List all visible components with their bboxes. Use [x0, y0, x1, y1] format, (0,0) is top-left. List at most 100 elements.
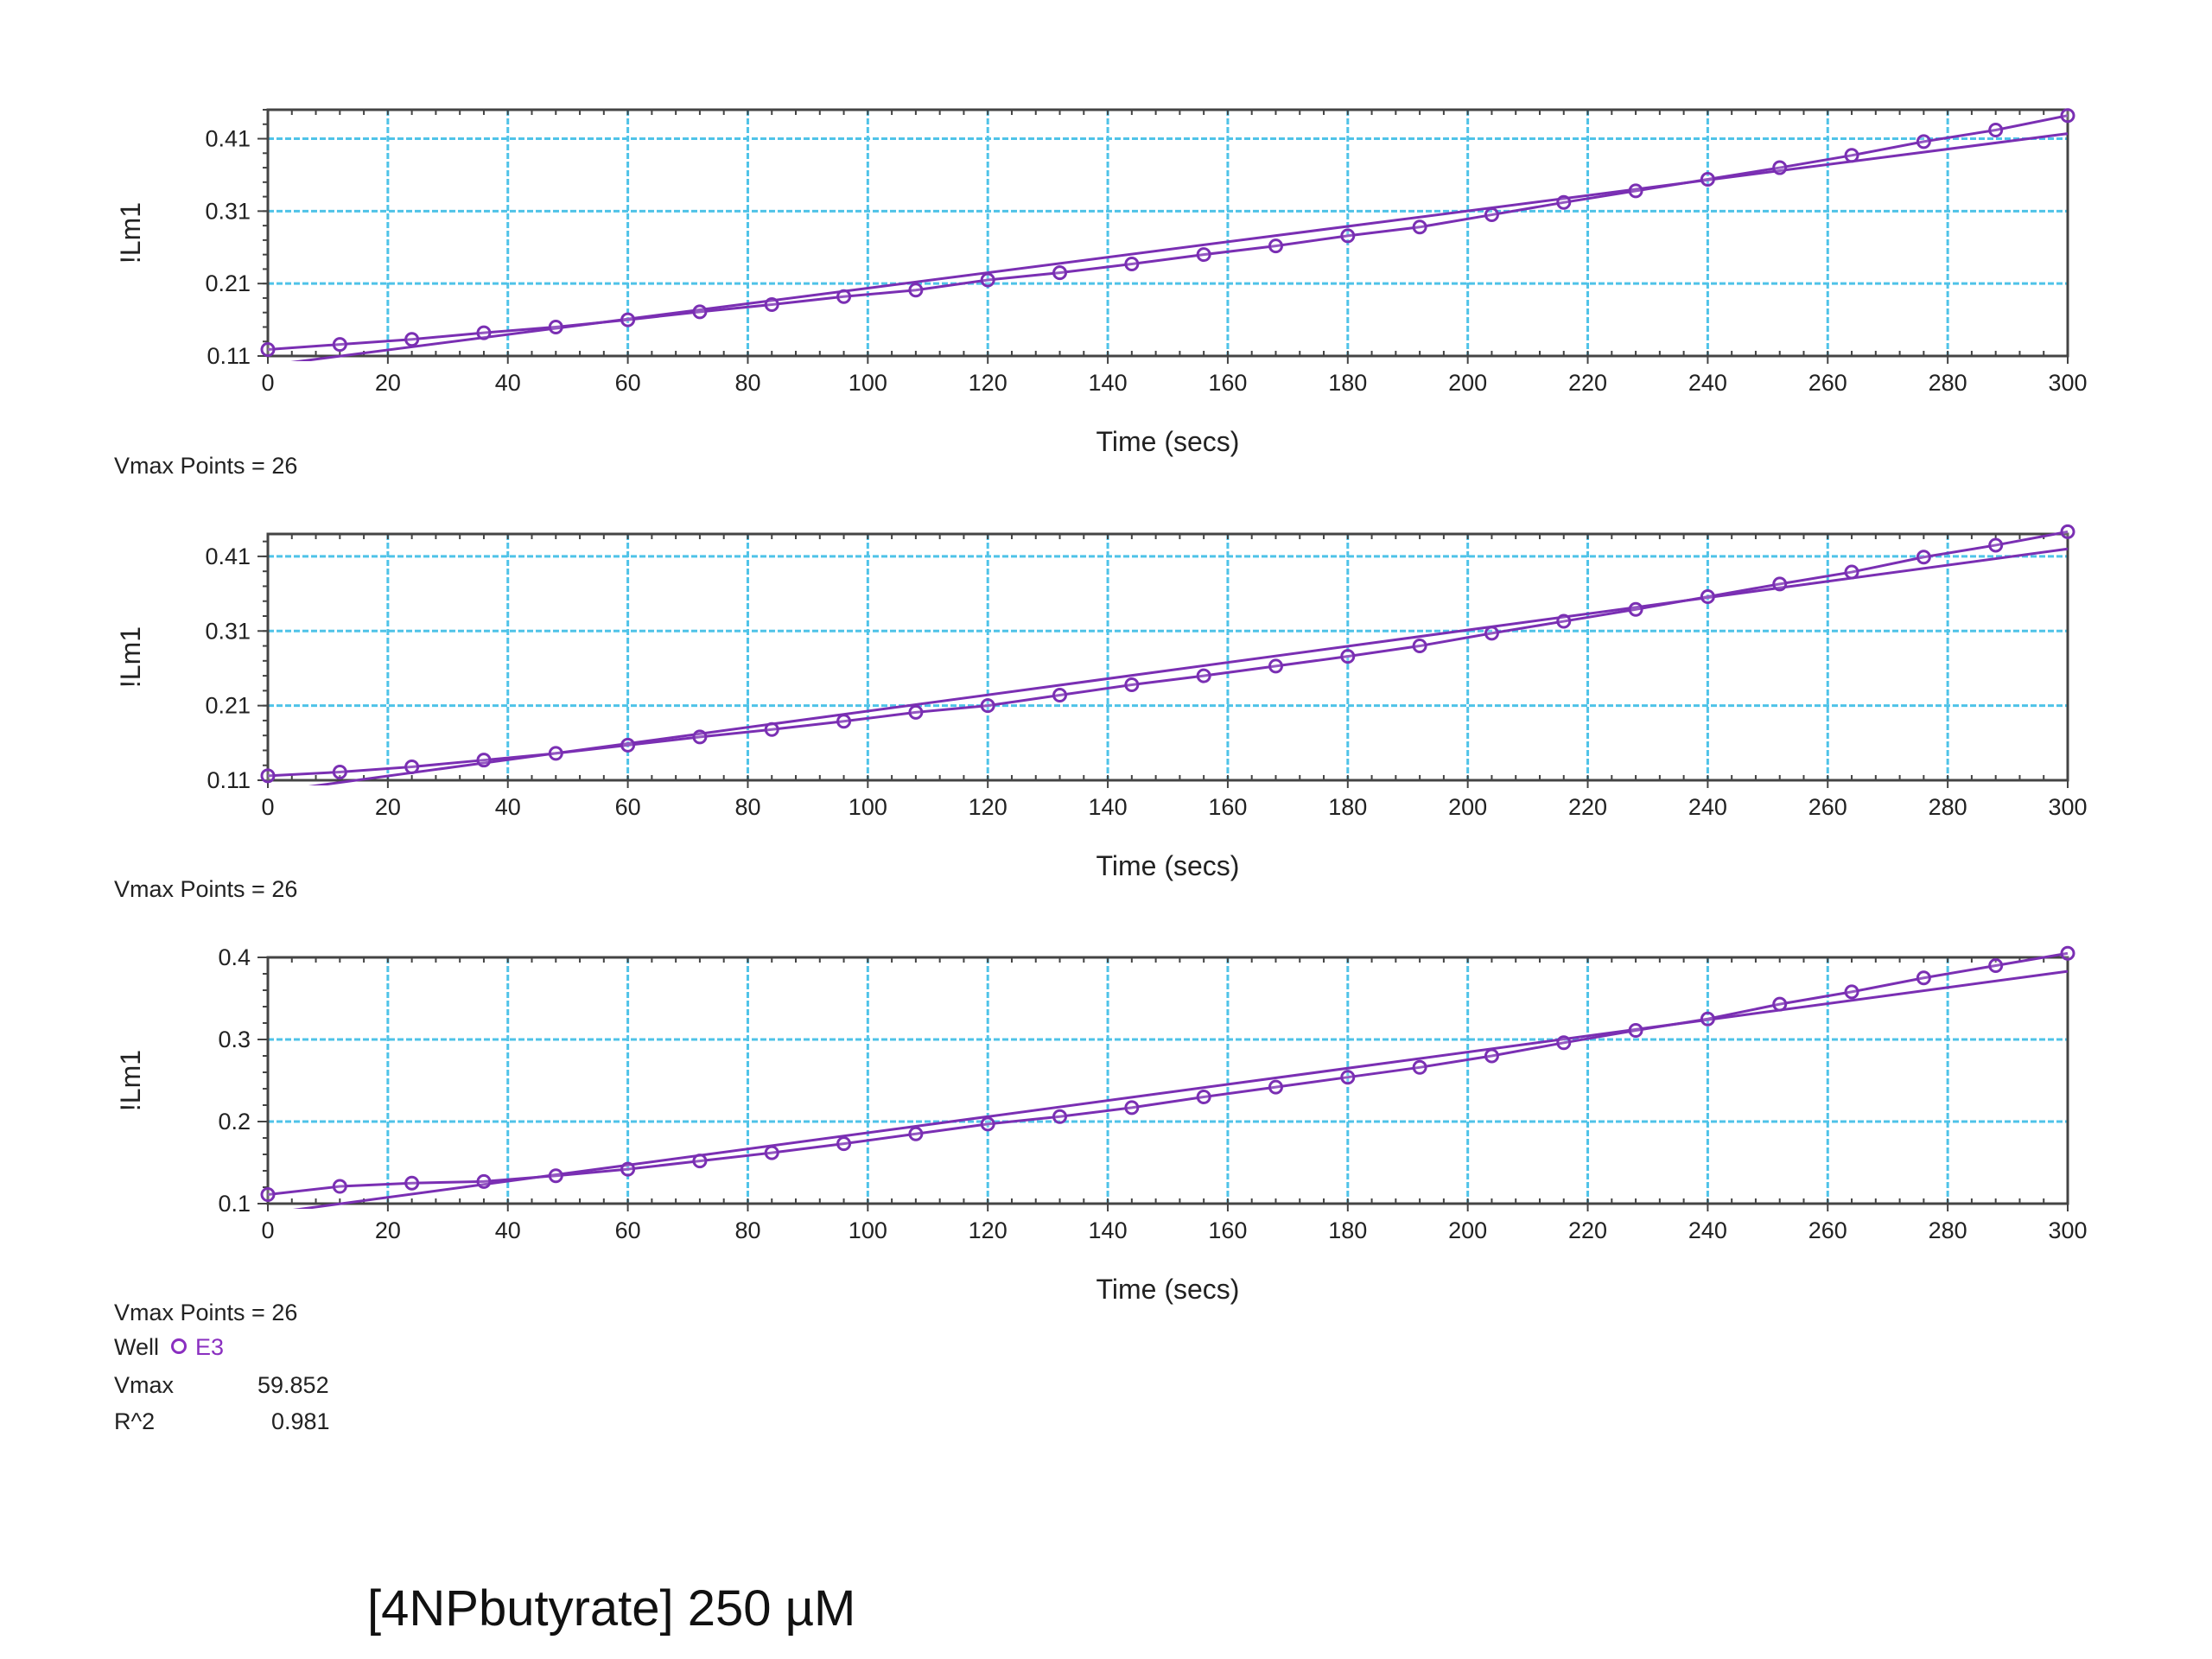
data-point [1628, 1023, 1643, 1039]
x-tick-label: 0 [261, 1217, 274, 1243]
y-tick-label: 0.41 [205, 543, 251, 569]
data-point [1916, 970, 1931, 986]
plot-frame [266, 956, 2069, 1205]
data-point [908, 283, 924, 298]
x-tick-label: 60 [615, 1217, 641, 1243]
x-tick-label: 220 [1568, 370, 1607, 396]
x-tick-label: 40 [495, 794, 521, 820]
r2-label: R^2 [114, 1408, 156, 1434]
data-point [1124, 1100, 1140, 1116]
data-point [1412, 639, 1427, 654]
well-legend: Well E3 [114, 1334, 224, 1361]
data-point [836, 1136, 852, 1152]
x-tick-label: 180 [1328, 1217, 1367, 1243]
data-point [1340, 649, 1356, 664]
x-axis-title: Time (secs) [1096, 426, 1240, 457]
x-tick-label: 300 [2048, 794, 2087, 820]
data-point [836, 289, 852, 304]
x-tick-label: 180 [1328, 794, 1367, 820]
y-tick-label: 0.11 [207, 343, 251, 369]
data-point [620, 1161, 636, 1177]
data-point [1052, 1109, 1068, 1124]
x-tick-label: 220 [1568, 794, 1607, 820]
data-point [1772, 996, 1788, 1012]
data-point [476, 1173, 492, 1189]
x-tick-label: 100 [849, 370, 887, 396]
x-tick-label: 60 [615, 370, 641, 396]
x-tick-label: 200 [1448, 1217, 1487, 1243]
x-tick-label: 240 [1688, 1217, 1727, 1243]
y-tick-label: 0.2 [218, 1109, 251, 1135]
chart-1: 0 20 40 60 80 100 120 140 160 180 200 220 240 260 280 3… [115, 108, 2088, 457]
data-point [1052, 688, 1068, 703]
vmax-points-label-1: Vmax Points = 26 [114, 453, 298, 479]
data-point [1052, 265, 1068, 281]
vmax-points-label-3: Vmax Points = 26 [114, 1300, 298, 1325]
data-point [404, 1175, 420, 1191]
x-tick-label: 260 [1808, 370, 1847, 396]
y-axis-title: !Lm1 [115, 202, 146, 264]
data-point [1556, 613, 1572, 629]
data-point [260, 1187, 276, 1203]
x-tick-label: 60 [615, 794, 641, 820]
x-tick-label: 40 [495, 370, 521, 396]
data-point [1268, 238, 1283, 254]
data-point [1700, 171, 1715, 187]
x-tick-label: 100 [849, 1217, 887, 1243]
y-tick-label: 0.31 [205, 618, 251, 644]
x-tick-label: 200 [1448, 794, 1487, 820]
x-tick-label: 0 [261, 794, 274, 820]
data-point [1844, 148, 1859, 163]
y-tick-label: 0.21 [205, 270, 251, 296]
x-axis-title: Time (secs) [1096, 1274, 1240, 1305]
data-point [1340, 228, 1356, 244]
data-point [1196, 668, 1211, 683]
data-point [1556, 194, 1572, 210]
x-tick-label: 200 [1448, 370, 1487, 396]
x-tick-label: 160 [1208, 1217, 1247, 1243]
data-point [1700, 1011, 1715, 1027]
data-point [764, 721, 779, 737]
x-tick-label: 40 [495, 1217, 521, 1243]
data-point [2060, 108, 2075, 124]
y-axis-title: !Lm1 [115, 1050, 146, 1111]
data-point [404, 332, 420, 347]
x-axis-title: Time (secs) [1096, 850, 1240, 881]
y-tick-label: 0.3 [218, 1027, 251, 1052]
data-point [1844, 564, 1859, 580]
x-tick-label: 300 [2048, 370, 2087, 396]
x-tick-label: 120 [969, 794, 1007, 820]
data-point [1412, 1059, 1427, 1075]
data-point [548, 1168, 563, 1184]
data-point [2060, 524, 2075, 539]
data-point [1484, 207, 1499, 223]
data-point [260, 768, 276, 784]
x-tick-label: 100 [849, 794, 887, 820]
x-tick-label: 220 [1568, 1217, 1607, 1243]
x-tick-label: 20 [375, 794, 401, 820]
data-point [1988, 958, 2004, 973]
x-tick-label: 20 [375, 370, 401, 396]
data-point [908, 704, 924, 720]
x-tick-label: 120 [969, 370, 1007, 396]
substrate-concentration-label: [4NPbutyrate] 250 µM [367, 1580, 856, 1637]
data-point [1124, 677, 1140, 692]
x-tick-label: 260 [1808, 1217, 1847, 1243]
data-point [1196, 247, 1211, 263]
data-point [332, 337, 347, 353]
data-point [1988, 537, 2004, 553]
x-tick-label: 160 [1208, 370, 1247, 396]
data-point [476, 325, 492, 340]
data-point [404, 759, 420, 774]
data-point [1268, 1079, 1283, 1095]
data-point [692, 729, 708, 745]
x-tick-label: 80 [734, 794, 760, 820]
data-point [1916, 134, 1931, 149]
x-tick-label: 80 [734, 1217, 760, 1243]
x-tick-label: 260 [1808, 794, 1847, 820]
plot-area [268, 534, 2068, 780]
y-tick-label: 0.1 [218, 1191, 251, 1217]
well-id: E3 [195, 1334, 225, 1360]
plot-area [268, 110, 2068, 356]
